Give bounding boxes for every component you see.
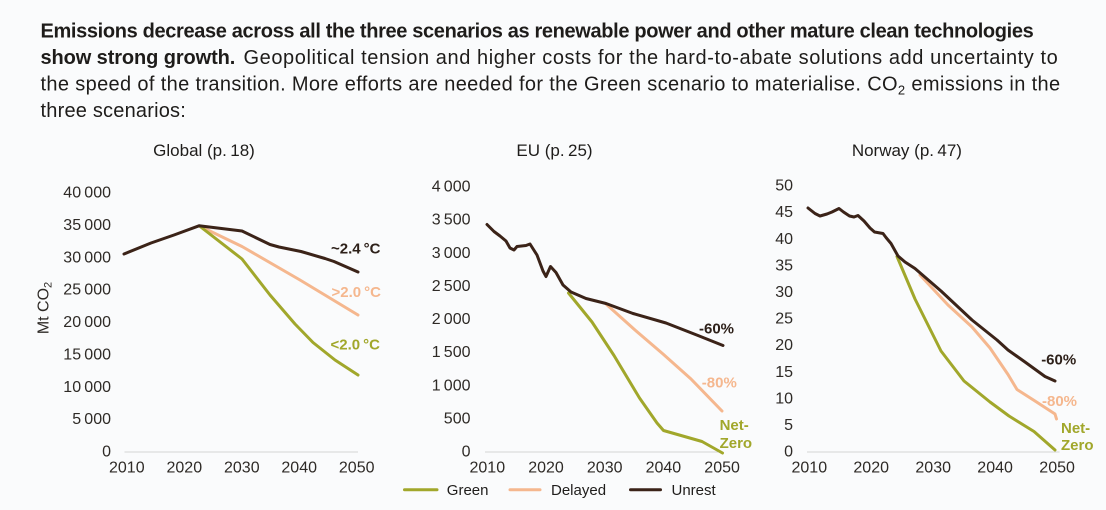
svg-text:2030: 2030 — [224, 459, 260, 476]
svg-text:3 000: 3 000 — [432, 245, 471, 262]
svg-text:2050: 2050 — [339, 459, 375, 476]
svg-text:2 500: 2 500 — [432, 278, 471, 295]
svg-text:2050: 2050 — [704, 459, 740, 476]
svg-text:2010: 2010 — [792, 459, 828, 476]
svg-text:three scenarios:: three scenarios: — [41, 100, 187, 122]
svg-text:Delayed: Delayed — [551, 482, 606, 499]
svg-text:25: 25 — [775, 311, 793, 328]
svg-text:show strong growth.: show strong growth. — [41, 47, 236, 69]
svg-text:2040: 2040 — [646, 459, 682, 476]
svg-text:2010: 2010 — [109, 459, 145, 476]
svg-text:-80%: -80% — [702, 375, 737, 392]
svg-text:5: 5 — [784, 417, 793, 434]
svg-text:<2.0 °C: <2.0 °C — [331, 337, 381, 354]
svg-text:0: 0 — [102, 444, 111, 461]
svg-text:Geopolitical tension and highe: Geopolitical tension and higher costs fo… — [244, 47, 1059, 69]
svg-text:2020: 2020 — [167, 459, 203, 476]
svg-text:40: 40 — [775, 231, 793, 248]
svg-text:Green: Green — [447, 482, 489, 499]
svg-text:2020: 2020 — [528, 459, 564, 476]
svg-text:Global (p. 18): Global (p. 18) — [153, 141, 255, 160]
svg-text:2010: 2010 — [470, 459, 506, 476]
svg-text:>2.0 °C: >2.0 °C — [332, 284, 382, 301]
svg-text:35: 35 — [775, 257, 793, 274]
svg-text:30: 30 — [775, 284, 793, 301]
svg-text:1 000: 1 000 — [432, 377, 471, 394]
svg-text:Unrest: Unrest — [672, 482, 717, 499]
svg-text:15 000: 15 000 — [63, 346, 111, 363]
svg-text:5 000: 5 000 — [72, 411, 111, 428]
svg-text:2030: 2030 — [915, 459, 951, 476]
svg-text:2040: 2040 — [977, 459, 1013, 476]
svg-text:-80%: -80% — [1042, 393, 1077, 410]
svg-text:-60%: -60% — [1041, 352, 1076, 369]
svg-text:1 500: 1 500 — [432, 344, 471, 361]
svg-text:2 000: 2 000 — [432, 311, 471, 328]
svg-text:45: 45 — [775, 204, 793, 221]
svg-text:Net-: Net- — [1061, 420, 1090, 437]
svg-text:3 500: 3 500 — [432, 212, 471, 229]
svg-text:0: 0 — [784, 444, 793, 461]
svg-text:20 000: 20 000 — [63, 314, 111, 331]
svg-text:10 000: 10 000 — [63, 379, 111, 396]
svg-text:Zero: Zero — [1061, 437, 1094, 454]
svg-text:40 000: 40 000 — [63, 185, 111, 202]
svg-text:Zero: Zero — [720, 435, 753, 452]
svg-text:Net-: Net- — [720, 417, 749, 434]
svg-text:4 000: 4 000 — [432, 179, 471, 196]
svg-text:10: 10 — [775, 390, 793, 407]
svg-text:2020: 2020 — [853, 459, 889, 476]
svg-text:-60%: -60% — [699, 321, 734, 338]
svg-text:25 000: 25 000 — [63, 282, 111, 299]
svg-text:20: 20 — [775, 337, 793, 354]
svg-text:35 000: 35 000 — [63, 217, 111, 234]
svg-text:500: 500 — [444, 410, 471, 427]
svg-text:Norway (p. 47): Norway (p. 47) — [852, 141, 962, 160]
svg-text:2040: 2040 — [281, 459, 317, 476]
svg-text:the speed of the transition. M: the speed of the transition. More effort… — [41, 74, 1061, 98]
svg-text:0: 0 — [462, 444, 471, 461]
svg-text:2030: 2030 — [587, 459, 623, 476]
svg-text:30 000: 30 000 — [63, 249, 111, 266]
svg-text:Mt CO2: Mt CO2 — [36, 282, 55, 334]
svg-text:2050: 2050 — [1039, 459, 1075, 476]
svg-text:Emissions decrease across all: Emissions decrease across all the three … — [41, 21, 1034, 43]
svg-text:EU (p. 25): EU (p. 25) — [516, 141, 592, 160]
svg-text:50: 50 — [775, 178, 793, 195]
svg-text:~2.4 °C: ~2.4 °C — [331, 241, 381, 258]
svg-text:15: 15 — [775, 364, 793, 381]
